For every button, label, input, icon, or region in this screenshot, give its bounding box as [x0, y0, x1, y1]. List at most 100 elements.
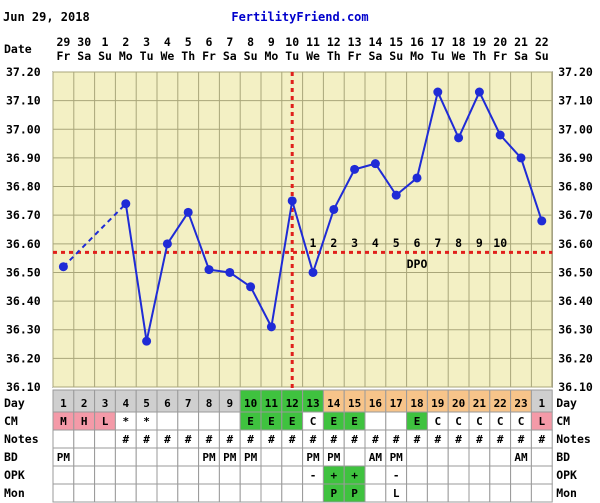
dpo-number: 7: [434, 236, 441, 250]
date-weekday-label: Fr: [202, 49, 216, 63]
temperature-point: [370, 159, 380, 169]
mon-cell: [94, 483, 116, 503]
temperature-point: [391, 190, 401, 200]
y-tick-label-right: 36.50: [558, 265, 593, 279]
date-day-label: 2: [122, 35, 129, 49]
opk-cell: [156, 465, 179, 485]
date-weekday-label: Th: [181, 49, 195, 63]
bd-cell: [94, 447, 116, 467]
mon-cell: [73, 483, 96, 503]
y-axis-right: 37.20 37.10 37.00 36.90 36.80 36.70 36.60 36.50…: [558, 65, 593, 394]
temperature-point: [142, 336, 152, 346]
date-day-label: 30: [77, 35, 91, 49]
series-segment: [520, 157, 543, 222]
notes-cell-value: #: [122, 433, 129, 446]
cm-cell-value: C: [455, 415, 462, 428]
chart-date: Jun 29, 2018: [3, 10, 90, 24]
temperature-point: [537, 216, 547, 226]
y-tick-label-right: 36.10: [558, 380, 593, 394]
y-axis-left: 37.20 37.10 37.00 36.90 36.80 36.70 36.60 36.50…: [6, 65, 41, 394]
temperature-series: [58, 87, 547, 346]
temperature-point: [516, 153, 526, 163]
date-weekday-label: Th: [472, 49, 486, 63]
notes-cell-value: #: [206, 433, 213, 446]
day-cell-value: 20: [452, 397, 465, 410]
opk-cell: [135, 465, 158, 485]
cm-cell-value: M: [60, 415, 67, 428]
day-cell-value: 13: [306, 397, 319, 410]
mon-cell: [114, 483, 137, 503]
dpo-number: 2: [330, 236, 337, 250]
day-cell-value: 14: [327, 397, 341, 410]
series-segment: [124, 203, 148, 342]
opk-row-label-right: OPK: [556, 468, 577, 482]
opk-cell: [281, 465, 304, 485]
brand-link[interactable]: FertilityFriend.com: [231, 10, 368, 24]
date-weekday-label: Fr: [348, 49, 362, 63]
bd-cell-value: PM: [57, 451, 71, 464]
bd-cell-value: AM: [514, 451, 528, 464]
dpo-number: 1: [310, 236, 317, 250]
y-tick-label-left: 36.50: [6, 265, 41, 279]
opk-cell: [510, 465, 532, 485]
bd-cell-value: PM: [390, 451, 404, 464]
temperature-point: [183, 207, 193, 217]
mon-cell: [468, 483, 491, 503]
notes-cell-value: #: [538, 433, 545, 446]
notes-cell-value: #: [476, 433, 483, 446]
date-weekday-label: Tu: [431, 49, 445, 63]
bd-cell: [177, 447, 200, 467]
mon-cell: [177, 483, 200, 503]
date-day-label: 1: [102, 35, 109, 49]
bd-row-label-right: BD: [556, 450, 570, 464]
date-day-label: 22: [535, 35, 549, 49]
y-tick-label-left: 36.20: [6, 351, 41, 365]
notes-cell-value: #: [455, 433, 462, 446]
notes-cell-value: #: [164, 433, 171, 446]
dpo-number: 8: [455, 236, 462, 250]
dpo-labels: 1 2 3 4 5 6 7 8 9 10: [310, 236, 508, 250]
cm-cell: [156, 411, 179, 431]
notes-cell-value: #: [185, 433, 192, 446]
date-weekday-label: Tu: [140, 49, 154, 63]
bd-cell: [406, 447, 428, 467]
y-tick-label-right: 37.10: [558, 94, 593, 108]
opk-cell: [406, 465, 428, 485]
day-cell-value: 22: [494, 397, 507, 410]
notes-cell-value: #: [268, 433, 275, 446]
day-cell-value: 11: [265, 397, 279, 410]
opk-cell: [218, 465, 241, 485]
date-weekday-label: Sa: [77, 49, 91, 63]
bd-row-label: BD: [4, 450, 18, 464]
date-row-label: Date: [4, 42, 32, 56]
opk-cell: [198, 465, 220, 485]
day-cell-value: 17: [390, 397, 403, 410]
y-tick-label-right: 36.30: [558, 323, 593, 337]
cm-cell-value: C: [518, 415, 525, 428]
date-weekday-label: We: [160, 49, 174, 63]
y-tick-label-right: 36.90: [558, 151, 593, 165]
day-cell-value: 8: [206, 397, 213, 410]
temperature-point: [266, 322, 276, 332]
notes-cell-value: #: [351, 433, 358, 446]
opk-cell: [364, 465, 387, 485]
mon-cell: [364, 483, 387, 503]
day-cell-value: 15: [348, 397, 361, 410]
date-day-label: 21: [514, 35, 528, 49]
series-segment: [62, 203, 127, 268]
cm-cell-value: L: [102, 415, 109, 428]
temperature-point: [58, 262, 68, 272]
mon-cell: [260, 483, 283, 503]
opk-cell: [530, 465, 553, 485]
opk-cell-value: -: [310, 469, 317, 482]
mon-cell: [239, 483, 262, 503]
notes-cell: [52, 429, 75, 449]
bd-cell: [114, 447, 137, 467]
opk-cell: [447, 465, 470, 485]
dpo-number: 10: [493, 236, 507, 250]
opk-cell: [52, 465, 75, 485]
mon-cell: [156, 483, 179, 503]
mon-cell: [198, 483, 220, 503]
